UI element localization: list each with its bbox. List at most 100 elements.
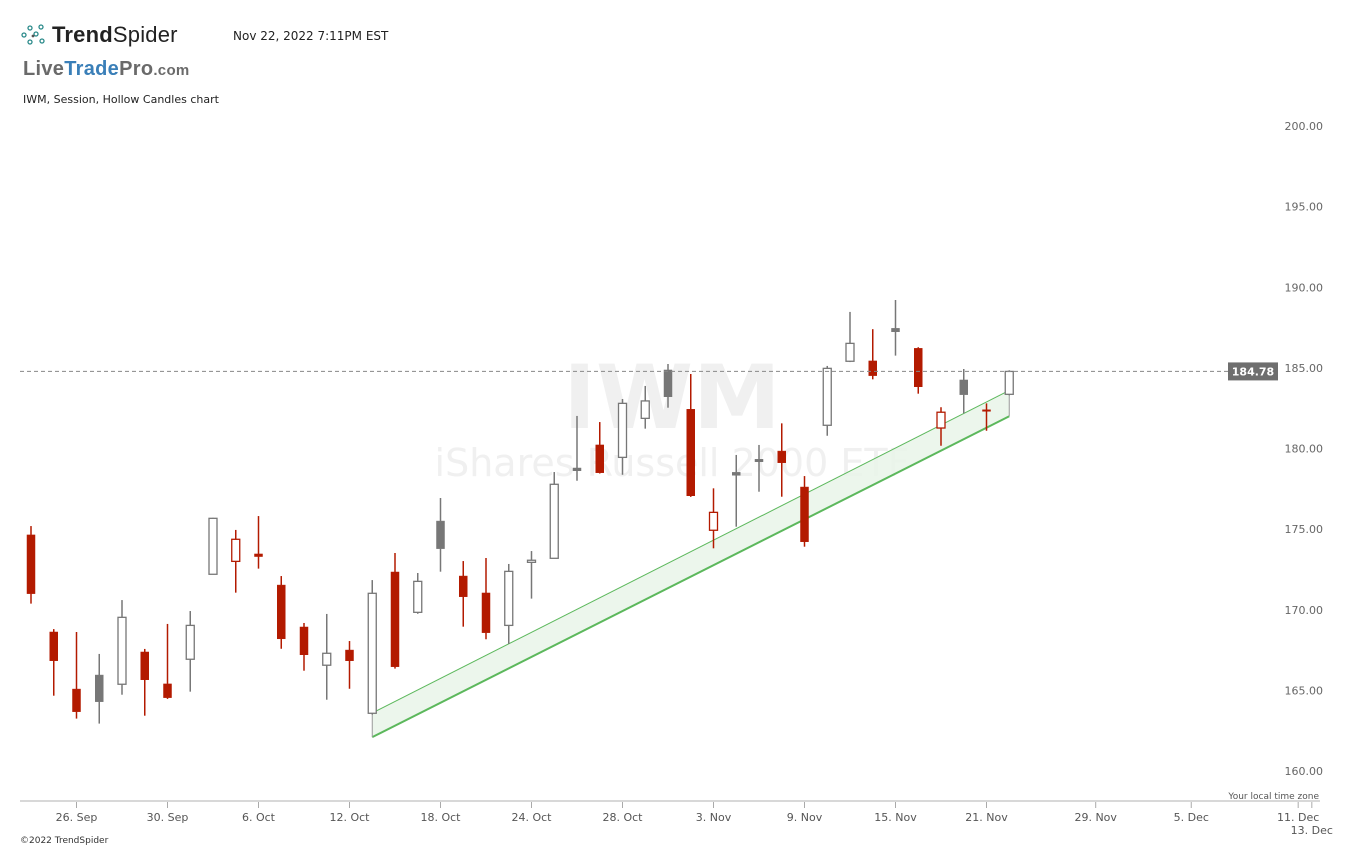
candle [959,369,968,414]
candle [254,516,263,569]
candle [663,364,673,408]
x-tick-label: 13. Dec [1291,824,1333,837]
x-tick-label: 9. Nov [787,811,823,824]
candle [26,526,36,604]
x-tick-label: 18. Oct [420,811,461,824]
candle-body [800,486,809,542]
candle-body [277,584,286,640]
candle-body [140,651,149,680]
candle [572,415,582,481]
spider-icon [21,24,45,45]
copyright: ©2022 TrendSpider [20,836,109,846]
x-tick-label: 28. Oct [602,811,643,824]
x-tick-label: 6. Oct [242,811,276,824]
x-tick-label: 29. Nov [1074,811,1117,824]
x-tick-label: 26. Sep [56,811,98,824]
candle [49,629,58,696]
candle [413,572,423,614]
y-tick-label: 160.00 [1285,765,1324,778]
candle [982,403,991,431]
candle [732,454,741,527]
candle-body [595,444,604,473]
candle-body [663,369,673,397]
candle [526,551,537,599]
y-tick-label: 200.00 [1285,120,1324,133]
candle-body [299,626,309,655]
candle [1004,370,1014,396]
x-tick-label: 24. Oct [511,811,552,824]
candle [436,498,445,572]
y-tick-label: 195.00 [1285,201,1324,214]
candle-body [208,517,218,575]
candle-body [49,631,58,661]
trend-channel[interactable] [371,390,1010,739]
candle [640,385,650,429]
trendspider-logo: TrendSpider [20,22,178,48]
candle [185,611,195,692]
candle-body [390,571,400,667]
x-tick-label: 5. Dec [1174,811,1209,824]
candle [936,407,946,446]
y-tick-label: 165.00 [1285,684,1324,697]
candle [845,311,855,363]
candle [549,472,559,559]
candle-body [572,467,582,472]
candle-body [322,652,332,666]
candle-body [367,592,377,714]
x-tick-label: 21. Nov [965,811,1008,824]
candle-body [845,342,855,362]
candle-body [640,400,650,419]
last-price-label: 184.78 [1232,365,1274,378]
x-tick-label: 11. Dec [1277,811,1319,824]
candle-body [504,570,514,627]
candle-body [959,379,968,395]
candle-body [822,367,832,426]
candle-body [914,348,923,387]
candle-body [936,411,946,429]
candle [140,648,149,716]
candle-body [254,553,263,557]
y-axis: 160.00 165.00 170.00 175.00 180.00 185.00 190.… [1285,120,1324,778]
candle [322,613,332,700]
chart-subtitle: IWM, Session, Hollow Candles chart [23,93,219,106]
candle [208,517,218,575]
last-price-badge [1228,362,1278,381]
candle-body [891,328,900,333]
candle [72,632,81,719]
x-tick-label: 3. Nov [696,811,732,824]
candle-body [413,580,423,613]
candle-body [777,450,786,463]
candle-body [72,688,81,712]
x-tick-label: 30. Sep [147,811,189,824]
candle [345,641,354,689]
candle-body [982,409,991,412]
x-axis: 26. Sep 30. Sep 6. Oct 12. Oct 18. Oct 24. Oc… [56,802,1333,837]
candle-body [1004,370,1014,395]
channel-fill [372,390,1010,738]
candle-body [459,575,468,597]
channel-lower-line [371,415,1010,739]
last-price: 184.78 [20,362,1278,381]
brand-name: TrendSpider [52,22,178,47]
candle-body [526,559,537,563]
x-tick-label: 15. Nov [874,811,917,824]
candle-body [481,592,491,633]
x-tick-label: 12. Oct [329,811,370,824]
candle [481,557,491,640]
name-watermark: iShares Russell 2000 ETF [435,441,910,485]
candle [617,398,628,475]
candle [367,580,377,715]
channel-upper-line [372,390,1010,714]
y-tick-label: 175.00 [1285,523,1324,536]
candle [914,347,923,394]
candle [891,299,900,356]
y-tick-label: 185.00 [1285,362,1324,375]
candle-body [231,538,241,563]
candle [299,622,309,671]
candle-body [26,534,36,594]
y-tick-label: 180.00 [1285,443,1324,456]
candle [95,653,104,724]
timezone-note: Your local time zone [1227,792,1319,802]
candle-body [686,409,695,496]
